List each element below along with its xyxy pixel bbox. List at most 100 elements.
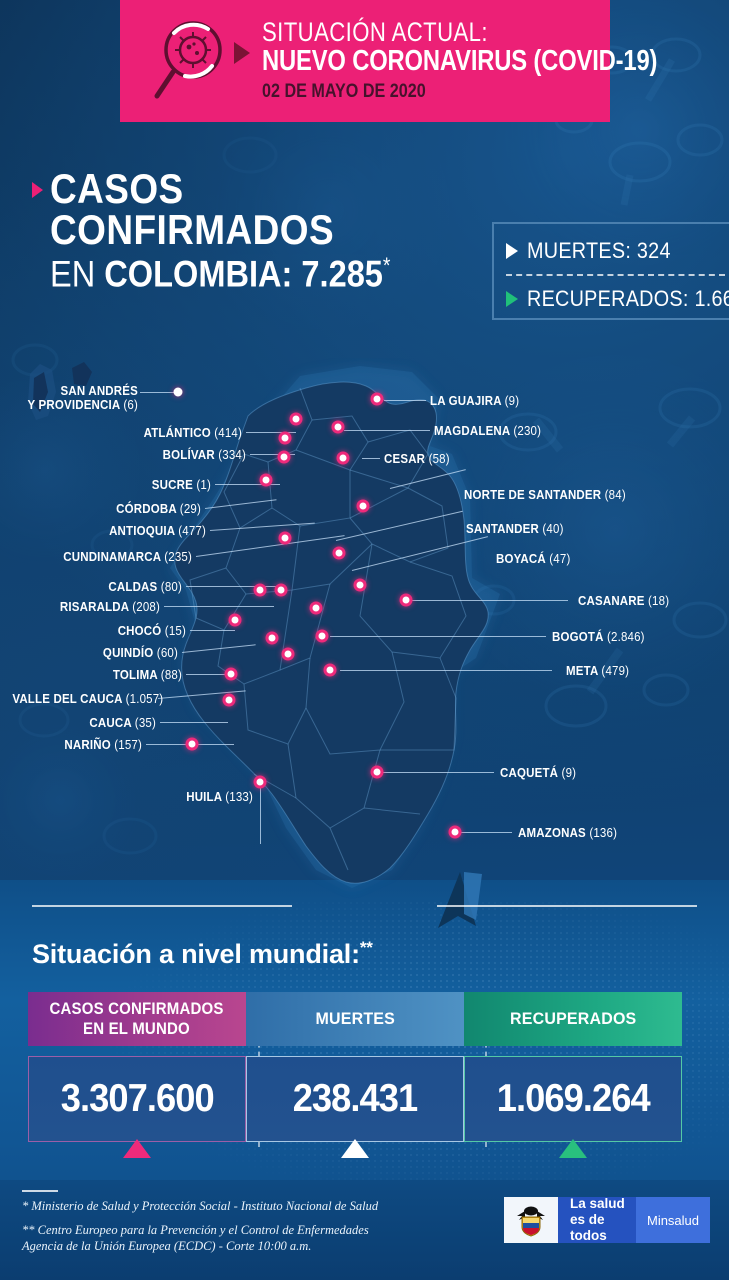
footer-note-2: ** Centro Europeo para la Prevención y e…: [22, 1223, 369, 1254]
world-card-confirmed: CASOS CONFIRMADOS EN EL MUNDO 3.307.600: [28, 992, 246, 1158]
colombia-map-shape: [28, 362, 500, 888]
map-marker-tolima[interactable]: [281, 647, 295, 661]
map-marker-cundinamarca[interactable]: [309, 601, 323, 615]
map-label-cundinamarca: CUNDINAMARCA (235): [63, 550, 192, 564]
map-marker-valle-del-cauca[interactable]: [224, 667, 238, 681]
map-marker-bogota[interactable]: [315, 629, 329, 643]
map-label-magdalena: MAGDALENA (230): [434, 424, 542, 438]
colombia-coat-of-arms-icon: [504, 1197, 558, 1243]
map-marker-santander[interactable]: [332, 546, 346, 560]
map-label-bolivar: BOLÍVAR (334): [162, 448, 246, 462]
leader-line: [260, 782, 261, 844]
leader-line: [362, 458, 380, 459]
logo-tagline: La salud es de todos: [558, 1196, 636, 1243]
recovered-label: RECUPERADOS: 1.666: [527, 286, 729, 311]
map-marker-caqueta[interactable]: [370, 765, 384, 779]
colombia-map: SAN ANDRÉS Y PROVIDENCIA (6) ATLÁNTICO (…: [0, 358, 729, 903]
leader-line: [140, 392, 178, 393]
map-label-la-guajira: LA GUAJIRA (9): [430, 394, 520, 408]
headline-line-3: EN COLOMBIA: 7.285*: [50, 254, 390, 294]
map-label-valle-del-cauca: VALLE DEL CAUCA (1.057): [12, 692, 164, 706]
leader-line: [186, 674, 236, 675]
world-confirmed-value: 3.307.600: [60, 1077, 214, 1120]
map-marker-narino[interactable]: [185, 737, 199, 751]
headline-arrow-icon: [32, 182, 43, 198]
deaths-label: MUERTES: 324: [527, 238, 671, 263]
triangle-up-icon: [123, 1139, 151, 1158]
map-label-amazonas: AMAZONAS (136): [518, 826, 618, 840]
map-marker-boyaca[interactable]: [353, 578, 367, 592]
leader-line: [382, 772, 494, 773]
header-band: SITUACIÓN ACTUAL: NUEVO CORONAVIRUS (COV…: [120, 0, 657, 122]
map-marker-magdalena[interactable]: [331, 420, 345, 434]
map-label-caqueta: CAQUETÁ (9): [500, 766, 577, 780]
world-card-deaths-body: 238.431: [246, 1056, 464, 1158]
map-marker-quindio[interactable]: [265, 631, 279, 645]
map-label-atlantico: ATLÁNTICO (414): [143, 426, 242, 440]
map-label-huila: HUILA (133): [186, 790, 253, 804]
headline-line-1: CASOS: [50, 165, 184, 212]
leader-line: [340, 670, 552, 671]
map-marker-san-andres[interactable]: [173, 387, 183, 397]
footer-note-1: * Ministerio de Salud y Protección Socia…: [22, 1199, 379, 1213]
map-marker-casanare[interactable]: [399, 593, 413, 607]
map-marker-risaralda[interactable]: [253, 583, 267, 597]
world-card-deaths-header: MUERTES: [246, 992, 464, 1046]
leader-line: [246, 432, 296, 433]
map-label-quindio: QUINDÍO (60): [102, 646, 178, 660]
magnifier-virus-icon: [154, 21, 222, 99]
world-card-recovered-body: 1.069.264: [464, 1056, 682, 1158]
header-line-2: NUEVO CORONAVIRUS (COVID-19): [262, 45, 658, 78]
headline-asterisk: *: [382, 253, 391, 279]
map-label-sucre: SUCRE (1): [151, 478, 211, 492]
map-label-meta: META (479): [566, 664, 630, 678]
providencia-island: [72, 362, 92, 386]
colombia-mainland: [174, 381, 489, 884]
recovered-stat-row: RECUPERADOS: 1.666: [506, 282, 729, 316]
leader-line: [456, 832, 512, 833]
map-marker-cauca[interactable]: [222, 693, 236, 707]
section-divider-right: [437, 905, 697, 907]
map-marker-cordoba[interactable]: [259, 473, 273, 487]
world-recovered-value: 1.069.264: [496, 1077, 650, 1120]
triangle-up-icon: [341, 1139, 369, 1158]
world-card-deaths: MUERTES 238.431: [246, 992, 464, 1158]
map-label-san-andres: SAN ANDRÉS Y PROVIDENCIA (6): [27, 384, 138, 412]
map-marker-atlantico[interactable]: [289, 412, 303, 426]
leader-line: [330, 636, 546, 637]
map-label-risaralda: RISARALDA (208): [59, 600, 160, 614]
header-text-group: SITUACIÓN ACTUAL: NUEVO CORONAVIRUS (COV…: [262, 18, 729, 104]
map-label-narino: NARIÑO (157): [64, 738, 142, 752]
map-marker-norte-de-santander[interactable]: [356, 499, 370, 513]
map-marker-caldas[interactable]: [274, 583, 288, 597]
map-label-cordoba: CÓRDOBA (29): [116, 502, 201, 516]
world-card-recovered-header: RECUPERADOS: [464, 992, 682, 1046]
world-stats-cards: CASOS CONFIRMADOS EN EL MUNDO 3.307.600 …: [28, 992, 701, 1158]
world-section-title: Situación a nivel mundial:**: [32, 938, 373, 969]
map-marker-meta[interactable]: [323, 663, 337, 677]
map-marker-choco[interactable]: [228, 613, 242, 627]
leader-line: [412, 600, 568, 601]
leader-line: [160, 722, 228, 723]
map-marker-cesar[interactable]: [336, 451, 350, 465]
virus-background-art: [0, 0, 729, 880]
deaths-arrow-icon: [506, 243, 518, 259]
map-marker-sucre[interactable]: [277, 450, 291, 464]
map-marker-amazonas[interactable]: [448, 825, 462, 839]
map-marker-antioquia[interactable]: [278, 531, 292, 545]
world-card-recovered: RECUPERADOS 1.069.264: [464, 992, 682, 1158]
map-marker-la-guajira[interactable]: [370, 392, 384, 406]
leader-line: [186, 586, 286, 587]
recovered-arrow-icon: [506, 291, 518, 307]
map-marker-bolivar[interactable]: [278, 431, 292, 445]
deaths-stat-row: MUERTES: 324: [506, 234, 729, 268]
world-deaths-value: 238.431: [292, 1077, 419, 1120]
world-card-confirmed-body: 3.307.600: [28, 1056, 246, 1158]
leader-line: [190, 630, 235, 631]
map-marker-huila[interactable]: [253, 775, 267, 789]
section-divider-left: [32, 905, 292, 907]
department-borders: [189, 387, 467, 871]
minsalud-label: Minsalud: [636, 1197, 710, 1243]
map-label-boyaca: BOYACÁ (47): [496, 552, 571, 566]
